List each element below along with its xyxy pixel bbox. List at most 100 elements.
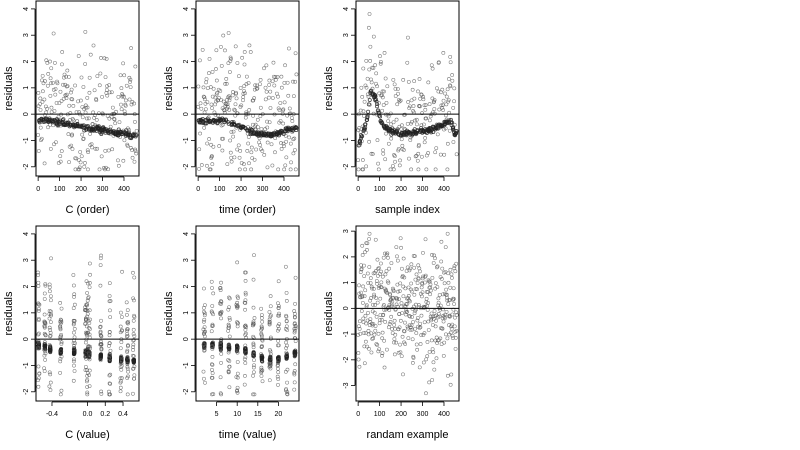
data-point — [415, 287, 419, 292]
data-point — [292, 136, 297, 141]
data-point — [43, 345, 48, 350]
data-point — [36, 91, 41, 95]
data-point — [414, 272, 419, 277]
data-point — [383, 320, 388, 324]
data-point — [205, 100, 210, 104]
data-point — [85, 385, 90, 389]
data-point — [218, 286, 223, 290]
data-point — [414, 307, 418, 312]
y-tick-label: 2 — [183, 284, 190, 288]
data-point — [121, 61, 125, 66]
data-point — [70, 147, 75, 151]
plot-frame — [195, 225, 300, 402]
data-point — [381, 103, 386, 107]
data-point — [107, 83, 112, 87]
data-point — [417, 77, 422, 81]
data-point — [37, 331, 41, 336]
data-point — [367, 102, 372, 107]
data-point — [358, 331, 363, 336]
data-point — [377, 318, 382, 322]
data-point — [131, 318, 136, 323]
data-point — [87, 308, 92, 313]
data-point — [223, 101, 228, 106]
data-point — [42, 97, 47, 102]
data-point — [67, 103, 72, 108]
data-point — [87, 281, 92, 285]
data-point — [427, 279, 432, 284]
data-point — [283, 163, 288, 168]
data-point — [120, 93, 125, 98]
data-point — [118, 385, 123, 390]
data-point — [421, 274, 426, 279]
data-point — [260, 379, 265, 384]
y-tick-label: 4 — [23, 7, 30, 11]
x-tick-label: 5 — [215, 411, 219, 418]
x-tick-label: 300 — [417, 411, 429, 418]
data-point — [259, 333, 264, 337]
data-point — [247, 43, 252, 48]
data-point — [36, 133, 41, 137]
data-point — [82, 164, 87, 169]
data-point — [397, 297, 401, 301]
data-point — [407, 323, 412, 328]
data-point — [372, 332, 377, 337]
data-point — [412, 311, 417, 316]
data-point — [120, 328, 124, 333]
data-point — [107, 343, 111, 348]
data-point — [78, 160, 83, 165]
data-point — [375, 138, 380, 143]
data-point — [450, 322, 455, 327]
data-point — [249, 167, 254, 172]
data-point — [398, 318, 403, 323]
data-point — [98, 352, 103, 357]
data-point — [369, 331, 374, 336]
data-point — [294, 72, 299, 77]
data-point — [241, 95, 246, 99]
data-point — [55, 79, 59, 84]
data-point — [421, 250, 425, 255]
data-point — [367, 237, 371, 241]
x-tick-label: 300 — [257, 186, 269, 193]
data-point — [435, 265, 439, 270]
data-point — [259, 127, 264, 131]
data-point — [105, 84, 109, 88]
data-point — [99, 56, 103, 60]
data-point — [413, 277, 418, 282]
data-point — [102, 56, 107, 61]
data-point — [435, 264, 440, 269]
data-point — [429, 311, 434, 316]
data-point — [409, 121, 413, 126]
x-tick-label: 400 — [118, 186, 130, 193]
data-point — [391, 289, 396, 293]
data-point — [452, 86, 457, 91]
data-point — [87, 368, 92, 373]
data-point — [209, 142, 213, 147]
data-point — [238, 149, 243, 153]
data-point — [364, 164, 368, 169]
data-point — [205, 86, 210, 90]
data-point — [265, 119, 269, 124]
data-point — [370, 86, 375, 91]
data-point — [220, 148, 225, 153]
data-point — [409, 262, 414, 267]
data-point — [403, 286, 408, 291]
data-point — [121, 158, 126, 163]
data-point — [56, 124, 60, 128]
data-point — [225, 102, 230, 106]
data-point — [426, 151, 430, 155]
data-point — [275, 374, 280, 379]
data-point — [454, 313, 459, 317]
data-point — [218, 375, 223, 380]
data-point — [205, 141, 210, 146]
data-point — [202, 110, 207, 115]
data-point — [69, 143, 74, 148]
data-point — [47, 384, 52, 389]
x-tick-label: 0 — [356, 186, 360, 193]
data-point — [49, 312, 53, 317]
data-point — [72, 357, 76, 362]
data-point — [275, 363, 280, 368]
data-point — [99, 253, 103, 258]
data-point — [42, 161, 47, 166]
data-point — [268, 304, 273, 309]
